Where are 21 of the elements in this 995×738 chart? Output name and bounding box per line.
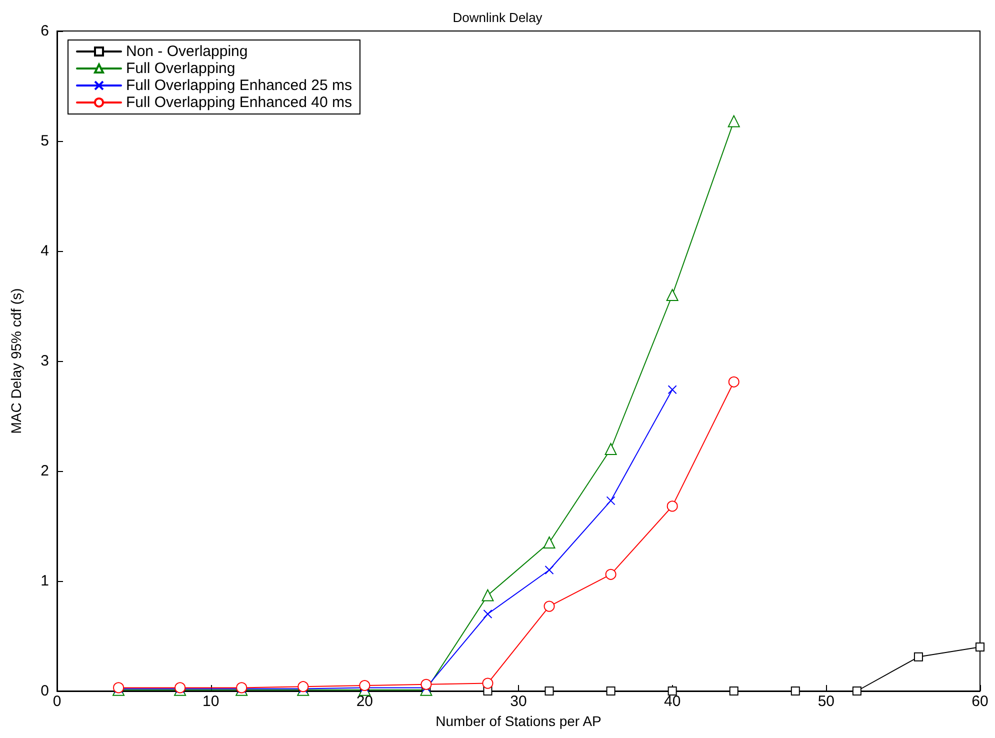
x-tick-label: 30 — [510, 693, 527, 710]
y-tick-label: 0 — [40, 682, 49, 700]
y-tick-label: 2 — [40, 462, 49, 480]
y-axis-title: MAC Delay 95% cdf (s) — [8, 288, 24, 434]
x-tick-label: 60 — [972, 693, 988, 710]
y-tick-label: 6 — [40, 22, 49, 40]
legend-label: Full Overlapping — [126, 60, 236, 77]
chart-title: Downlink Delay — [452, 10, 543, 25]
y-tick-label: 4 — [40, 242, 49, 260]
legend-label: Full Overlapping Enhanced 40 ms — [126, 94, 352, 111]
y-tick-label: 3 — [40, 352, 49, 370]
y-tick-label: 1 — [40, 572, 49, 590]
legend-label: Full Overlapping Enhanced 25 ms — [126, 77, 352, 94]
x-tick-label: 10 — [202, 693, 220, 710]
y-tick-label: 5 — [40, 132, 49, 150]
x-tick-label: 40 — [664, 693, 681, 710]
x-tick-label: 20 — [356, 693, 374, 710]
x-axis-title: Number of Stations per AP — [436, 712, 602, 729]
legend-label: Non - Overlapping — [126, 43, 248, 60]
x-tick-label: 0 — [52, 693, 62, 710]
x-tick-label: 50 — [818, 693, 835, 710]
